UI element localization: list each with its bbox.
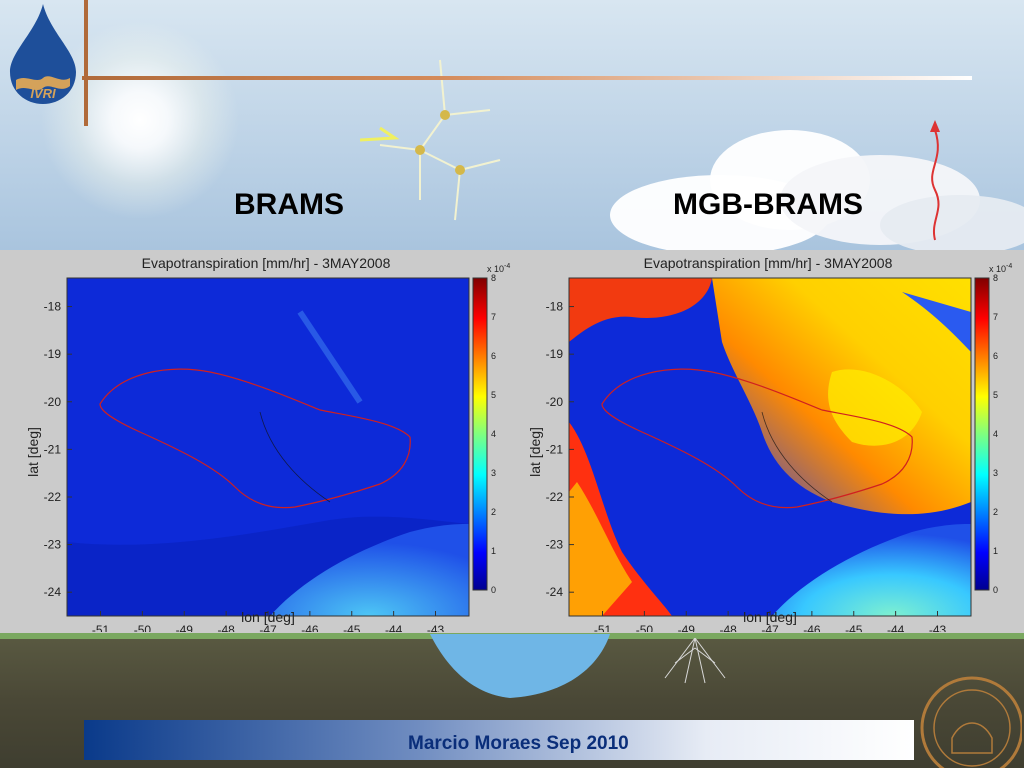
colorbar-tick-label: 8 (491, 273, 496, 283)
colorbar-tick-label: 0 (993, 585, 998, 595)
colorbar-tick-label: 2 (993, 507, 998, 517)
header-rule-vertical (84, 0, 88, 126)
colorbar-tick-label: 3 (491, 468, 496, 478)
plot-title: Evapotranspiration [mm/hr] - 3MAY2008 (142, 255, 391, 271)
heading-brams: BRAMS (234, 188, 344, 221)
plot-title: Evapotranspiration [mm/hr] - 3MAY2008 (644, 255, 893, 271)
university-seal-logo (920, 676, 1022, 768)
colorbar-tick-label: 4 (491, 429, 496, 439)
colorbar-ticks: 0 1 2 3 4 5 6 7 8 (993, 273, 998, 595)
colorbar-tick-label: 4 (993, 429, 998, 439)
x-tick-label: -49 (176, 623, 194, 632)
heading-mgb-brams: MGB-BRAMS (673, 188, 863, 221)
colorbar-exponent: x 10-4 (487, 263, 510, 274)
x-tick-label: -45 (343, 623, 361, 632)
y-tick-label: -20 (44, 395, 62, 409)
colorbar-tick-label: 1 (491, 546, 496, 556)
basin-boundary (99, 368, 411, 509)
x-tick-label: -44 (385, 623, 403, 632)
logo-text: IVRI (30, 86, 56, 101)
y-tick-label: -21 (546, 442, 564, 456)
y-axis-label: lat [deg] (527, 427, 543, 477)
y-tick-label: -18 (546, 300, 564, 314)
sun-glow (40, 20, 240, 220)
x-tick-label: -51 (594, 623, 612, 632)
x-tick-label: -45 (845, 623, 863, 632)
x-tick-label: -49 (678, 623, 696, 632)
x-tick-label: -47 (259, 623, 277, 632)
x-tick-label: -48 (719, 623, 737, 632)
molecule-illustration (360, 59, 501, 221)
footer-text: Marcio Moraes Sep 2010 (408, 733, 629, 754)
colorbar-tick-label: 0 (491, 585, 496, 595)
colorbar-tick-label: 6 (993, 351, 998, 361)
axes-group: -51 -50 -49 -48 -47 -46 -45 -44 -43 -18 -19 -20 -21 -… (44, 300, 445, 632)
x-axis-label: lon [deg] (743, 609, 797, 625)
colorbar-tick-label: 7 (491, 312, 496, 322)
colorbar-exponent: x 10-4 (989, 263, 1012, 274)
x-axis-label: lon [deg] (241, 609, 295, 625)
x-tick-label: -48 (217, 623, 235, 632)
water-drop-logo: IVRI (10, 4, 76, 104)
basin-boundary (601, 368, 913, 509)
roots-illustration (664, 638, 726, 684)
colorbar-ticks: 0 1 2 3 4 5 6 7 8 (491, 273, 496, 595)
x-tick-label: -43 (929, 623, 947, 632)
colorbar-tick-label: 1 (993, 546, 998, 556)
y-tick-label: -18 (44, 300, 62, 314)
colorbar (472, 277, 488, 591)
y-tick-label: -20 (546, 395, 564, 409)
colorbar-tick-label: 3 (993, 468, 998, 478)
lake-illustration (430, 634, 610, 698)
x-tick-label: -50 (636, 623, 654, 632)
plot-brams: Evapotranspiration [mm/hr] - 3MAY2008 -5… (25, 255, 510, 632)
x-tick-label: -43 (427, 623, 445, 632)
colorbar-tick-label: 5 (993, 390, 998, 400)
x-tick-label: -47 (761, 623, 779, 632)
y-tick-label: -22 (546, 490, 564, 504)
colorbar (974, 277, 990, 591)
x-tick-label: -44 (887, 623, 905, 632)
y-tick-label: -24 (44, 585, 62, 599)
colorbar-tick-label: 5 (491, 390, 496, 400)
header-rule-horizontal (82, 76, 972, 80)
y-axis-label: lat [deg] (25, 427, 41, 477)
y-tick-label: -23 (546, 538, 564, 552)
colorbar-tick-label: 6 (491, 351, 496, 361)
x-tick-label: -50 (134, 623, 152, 632)
y-tick-label: -21 (44, 442, 62, 456)
footer-bar (84, 720, 914, 760)
x-tick-label: -46 (803, 623, 821, 632)
colorbar-tick-label: 7 (993, 312, 998, 322)
cloud-illustration (610, 120, 1024, 250)
plot-mgb-brams: Evapotranspiration [mm/hr] - 3MAY2008 -5… (527, 255, 1012, 632)
y-tick-label: -24 (546, 585, 564, 599)
x-tick-label: -51 (92, 623, 110, 632)
colorbar-tick-label: 2 (491, 507, 496, 517)
axes-group: -51 -50 -49 -48 -47 -46 -45 -44 -43 -18 -19 -20 -21 -… (546, 300, 947, 632)
y-tick-label: -19 (44, 347, 62, 361)
colorbar-tick-label: 8 (993, 273, 998, 283)
x-tick-label: -46 (301, 623, 319, 632)
y-tick-label: -19 (546, 347, 564, 361)
y-tick-label: -22 (44, 490, 62, 504)
y-tick-label: -23 (44, 538, 62, 552)
